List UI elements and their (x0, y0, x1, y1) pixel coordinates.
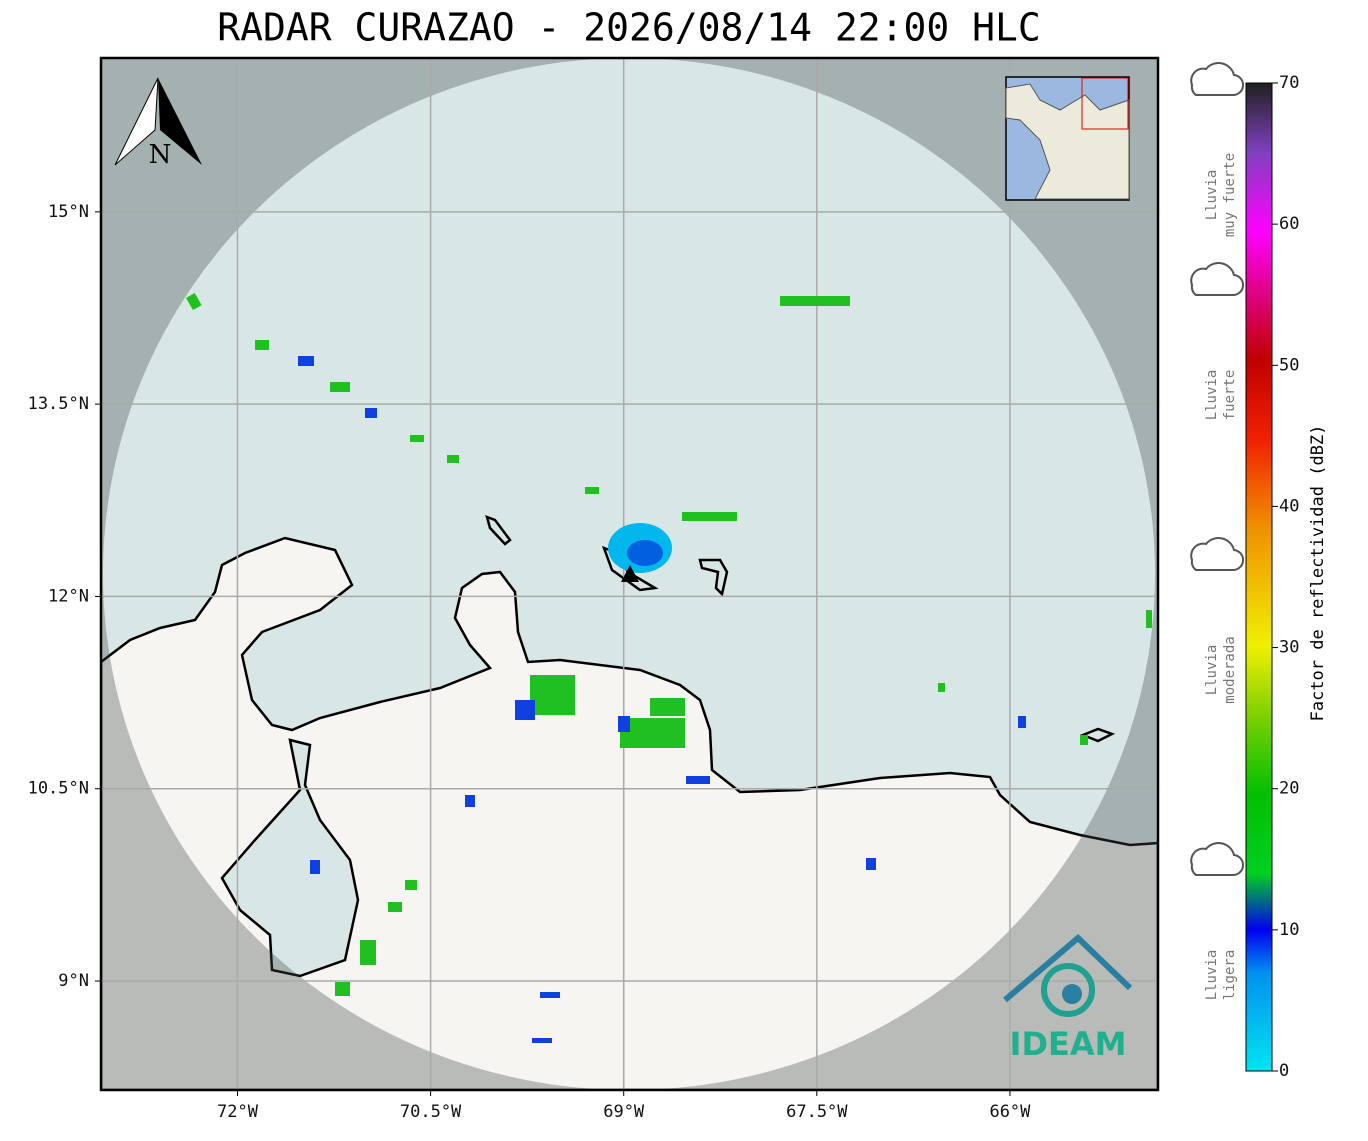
echo (335, 982, 350, 996)
grid (101, 58, 1158, 1090)
rain-label: fuerte (1222, 370, 1238, 421)
x-tick-label: 70.5°W (400, 1102, 462, 1122)
title: RADAR CURAZAO - 2026/08/14 22:00 HLC (217, 6, 1041, 50)
inset-extent (1081, 77, 1129, 130)
echo (540, 992, 560, 998)
rain-icon (1190, 537, 1244, 572)
colorbar-tick-label: 20 (1279, 779, 1299, 799)
echo (627, 540, 663, 566)
echo (1146, 610, 1152, 628)
x-tick-label: 67.5°W (786, 1102, 848, 1122)
echo (447, 455, 459, 463)
y-tick-label: 10.5°N (28, 779, 89, 799)
echo (1018, 716, 1026, 728)
x-tick-label: 72°W (217, 1102, 259, 1122)
colorbar-tick-label: 50 (1279, 355, 1299, 375)
x-tick-label: 66°W (989, 1102, 1031, 1122)
rain-icon (1190, 262, 1244, 297)
echo (186, 293, 202, 311)
y-tick-label: 15°N (48, 202, 89, 222)
north-label: N (149, 140, 172, 170)
echo (686, 776, 710, 784)
aruba (485, 514, 512, 546)
rain-label: Lluvia (1204, 645, 1220, 696)
colorbar-tick-label: 40 (1279, 496, 1299, 516)
north-arrow: N (114, 77, 202, 170)
rain-label: Lluvia (1204, 170, 1220, 221)
echo (618, 716, 630, 732)
colorbar-tick-label: 0 (1279, 1061, 1289, 1081)
y-tick-label: 12°N (48, 586, 89, 606)
inset-map (1005, 76, 1130, 201)
echoes (186, 293, 1152, 1043)
echo (298, 356, 314, 366)
rain-label: Lluvia (1204, 950, 1220, 1001)
map: N IDEAM (101, 58, 1158, 1090)
echo (530, 675, 575, 715)
colorbar-label: Factor de reflectividad (dBZ) (1308, 425, 1328, 722)
rain-label: Lluvia (1204, 370, 1220, 421)
blanquilla (1079, 727, 1116, 743)
echo (310, 860, 320, 874)
echo (410, 435, 424, 442)
map-frame (99, 56, 1160, 1092)
colorbar-tick-label: 10 (1279, 920, 1299, 940)
echo (405, 880, 417, 890)
lake-maracaibo (220, 738, 360, 978)
logo: IDEAM (1003, 933, 1133, 1063)
rain-icon (1190, 62, 1244, 97)
colorbar (1245, 82, 1273, 1072)
rain-label: moderada (1222, 636, 1238, 703)
bonaire (698, 558, 729, 597)
echo (365, 408, 377, 418)
echo (255, 340, 269, 350)
colorbar-tick-label: 60 (1279, 214, 1299, 234)
echo (585, 487, 599, 494)
echo (532, 1038, 552, 1043)
rain-label: ligera (1222, 950, 1238, 1001)
echo (1080, 735, 1088, 745)
echo (515, 700, 535, 720)
echo (330, 382, 350, 392)
echo (620, 718, 685, 748)
rain-label: muy fuerte (1222, 153, 1238, 237)
echo (465, 795, 475, 807)
echo (866, 858, 876, 870)
echo (360, 940, 376, 965)
x-tick-label: 69°W (603, 1102, 645, 1122)
echo (682, 512, 737, 521)
inset-land (1005, 83, 1130, 200)
colorbar-tick-label: 30 (1279, 638, 1299, 658)
colorbar-tick-label: 70 (1279, 73, 1299, 93)
echo (780, 296, 850, 306)
echo (650, 698, 685, 716)
y-tick-label: 9°N (58, 971, 89, 991)
radar-site (621, 565, 639, 582)
rain-icon (1190, 842, 1244, 877)
logo-text: IDEAM (1010, 1025, 1127, 1063)
y-tick-label: 13.5°N (28, 394, 89, 414)
echo (388, 902, 402, 912)
echo (938, 683, 945, 692)
